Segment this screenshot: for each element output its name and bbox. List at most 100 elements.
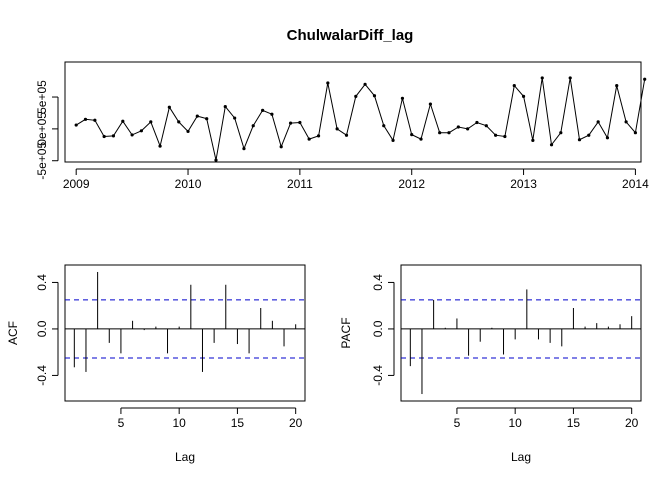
data-point	[186, 129, 190, 134]
y-tick-label: 0.0	[35, 320, 49, 337]
data-point	[475, 120, 479, 125]
data-point	[316, 134, 321, 138]
data-point	[261, 108, 265, 113]
data-point	[121, 119, 125, 123]
data-point	[559, 131, 563, 135]
axes: 5 10 15 20 -0.4 0.0 0.4	[371, 274, 639, 430]
x-tick-label: 15	[567, 416, 581, 430]
data-point	[344, 133, 349, 137]
plot-frame	[64, 264, 306, 402]
data-point	[428, 102, 432, 106]
data-point	[307, 137, 311, 141]
y-tick-label: 0.4	[371, 274, 385, 291]
series-marks	[401, 289, 641, 395]
axes: 5 10 15 20 -0.4 0.0 0.4	[35, 274, 303, 430]
data-point	[177, 120, 181, 124]
y-tick-label: 0.4	[35, 274, 49, 291]
data-point	[223, 104, 227, 109]
data-point	[540, 76, 544, 80]
data-point	[419, 137, 423, 141]
x-tick-label: 2010	[175, 177, 202, 191]
x-tick-label: 2009	[63, 177, 90, 191]
data-point	[605, 136, 610, 140]
data-point	[363, 82, 367, 86]
data-point	[93, 118, 97, 122]
x-tick-label: 20	[625, 416, 639, 430]
y-tick-label: 5e+05	[35, 80, 49, 114]
x-tick-label: 15	[231, 416, 245, 430]
series-marks	[74, 76, 647, 162]
x-tick-label: 5	[454, 416, 461, 430]
data-point	[400, 96, 405, 100]
data-point	[130, 133, 134, 137]
data-point	[111, 134, 116, 138]
data-point	[484, 124, 488, 128]
series-marks	[65, 271, 305, 372]
data-point	[596, 120, 600, 124]
x-tick-label: 2011	[287, 177, 313, 191]
data-point	[288, 121, 293, 125]
data-point	[354, 94, 358, 98]
data-point	[391, 138, 395, 142]
data-point	[83, 117, 88, 121]
data-point	[521, 94, 526, 98]
data-point	[158, 144, 162, 148]
chart-title: ChulwalarDiff_lag	[287, 27, 414, 44]
plot-frame	[400, 264, 642, 402]
data-point	[447, 131, 451, 135]
data-point	[102, 134, 106, 139]
data-point	[74, 123, 78, 127]
data-point	[438, 131, 442, 135]
series-line	[75, 77, 646, 161]
x-axis-label: Lag	[175, 450, 195, 464]
data-point	[410, 133, 414, 137]
data-point	[335, 127, 339, 131]
y-axis-label: PACF	[339, 317, 353, 348]
data-point	[456, 125, 460, 129]
data-point	[549, 143, 554, 147]
data-point	[298, 120, 302, 125]
x-tick-label: 2013	[510, 177, 537, 191]
data-point	[242, 147, 246, 151]
y-tick-label: -0.4	[371, 365, 385, 386]
x-axis-label: Lag	[511, 450, 531, 464]
data-point	[633, 131, 638, 135]
data-point	[251, 124, 255, 128]
data-point	[615, 83, 619, 88]
data-point	[466, 127, 470, 131]
data-point	[494, 133, 498, 137]
x-tick-label: 10	[172, 416, 186, 430]
x-tick-label: 2014	[622, 177, 649, 191]
pacf-panel: Lag PACF 5 10 15 20 -0.4 0.0 0.4	[339, 264, 642, 464]
data-point	[587, 133, 591, 137]
x-tick-label: 5	[118, 416, 125, 430]
data-point	[195, 114, 199, 118]
data-point	[531, 138, 535, 142]
plot-frame	[64, 61, 642, 163]
y-tick-label: 0e+05	[35, 112, 49, 146]
data-point	[233, 116, 237, 120]
acf-panel: Lag ACF 5 10 15 20 -0.4 0.0 0.4	[6, 264, 306, 464]
data-point	[205, 117, 209, 121]
data-point	[139, 129, 143, 133]
data-point	[382, 124, 386, 128]
data-point	[624, 120, 628, 124]
data-point	[372, 94, 377, 98]
data-point	[512, 83, 516, 88]
data-point	[149, 120, 153, 124]
data-point	[568, 76, 572, 80]
y-axis-label: ACF	[6, 321, 20, 345]
data-point	[326, 81, 330, 85]
data-point	[270, 112, 274, 116]
y-tick-label: -0.4	[35, 365, 49, 386]
y-tick-label: -5e+05	[35, 142, 49, 180]
data-point	[167, 105, 171, 109]
x-tick-label: 10	[508, 416, 522, 430]
data-point	[279, 145, 283, 149]
x-tick-label: 20	[289, 416, 303, 430]
x-tick-label: 2012	[398, 177, 425, 191]
data-point	[577, 138, 582, 142]
data-point	[214, 158, 218, 162]
